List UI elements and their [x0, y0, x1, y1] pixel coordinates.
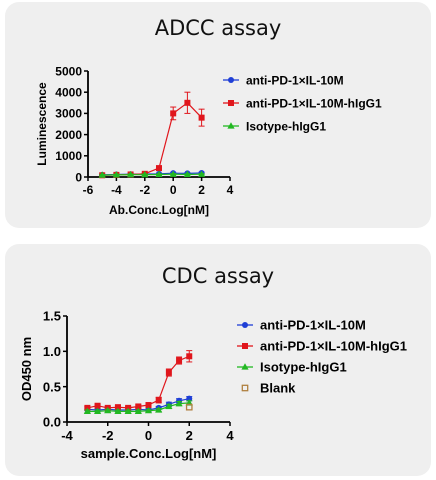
adcc-y-axis-label: Luminescence	[35, 82, 49, 166]
adcc-y-tick-label: 4000	[55, 86, 82, 100]
cdc-data-point	[155, 406, 163, 413]
adcc-legend-entry: anti-PD-1×IL-10M-hIgG1	[223, 96, 382, 110]
cdc-y-axis-label: OD450 nm	[19, 337, 34, 401]
adcc-x-tick-label: -4	[111, 183, 122, 197]
cdc-data-point	[155, 397, 162, 404]
cdc-data-point	[145, 402, 152, 409]
cdc-legend-entry: Isotype-hIgG1	[237, 360, 347, 375]
cdc-data-point	[114, 404, 121, 411]
cdc-legend-label: anti-PD-1×IL-10M	[260, 318, 366, 333]
adcc-series-1	[99, 91, 205, 179]
cdc-data-point	[175, 399, 183, 407]
adcc-y-tick-label: 1000	[55, 149, 82, 163]
cdc-legend-marker	[242, 322, 248, 328]
adcc-data-point	[112, 171, 120, 178]
cdc-series-3	[185, 403, 193, 411]
adcc-chart-card: ADCC assay -6 -4 -2 0 2 4 0 1000 2000 3000 4000 500…	[5, 2, 431, 228]
adcc-y-tick-label: 2000	[55, 128, 82, 142]
adcc-data-point	[183, 170, 191, 178]
adcc-x-tick-label: 2	[198, 183, 205, 197]
cdc-x-axis-label: sample.Conc.Log[nM]	[81, 446, 217, 461]
adcc-data-point	[127, 170, 135, 178]
cdc-data-point	[165, 402, 173, 410]
adcc-legend-marker	[228, 100, 234, 106]
cdc-x-tick-label: -4	[61, 428, 73, 443]
cdc-y-tick-label: 1.5	[43, 309, 61, 324]
cdc-data-point	[124, 407, 132, 414]
cdc-legend-entry: anti-PD-1×IL-10M	[237, 318, 366, 333]
cdc-data-point	[104, 406, 112, 414]
cdc-legend-label: Isotype-hIgG1	[260, 360, 347, 375]
adcc-data-point	[198, 170, 206, 177]
cdc-x-tick-label: 4	[226, 428, 234, 443]
adcc-legend-marker	[228, 77, 234, 83]
adcc-legend-label: Isotype-hIgG1	[246, 119, 326, 133]
adcc-legend-entry: Isotype-hIgG1	[223, 119, 326, 133]
adcc-x-tick-label: 4	[227, 183, 234, 197]
cdc-data-point	[134, 407, 142, 414]
cdc-chart-title: CDC assay	[161, 264, 275, 288]
adcc-chart-title: ADCC assay	[154, 16, 282, 40]
adcc-data-point	[184, 99, 191, 106]
adcc-data-point	[155, 170, 163, 178]
cdc-data-point	[135, 403, 142, 410]
cdc-y-tick-label: 0.0	[43, 415, 61, 430]
cdc-chart-card: CDC assay -4 -2 0 2 4 0.0 0.5 1.0 1.5 sample.Conc…	[5, 244, 431, 476]
cdc-series-line	[87, 355, 190, 409]
adcc-x-tick-label: -2	[139, 183, 150, 197]
cdc-y-tick-label: 0.5	[43, 379, 61, 394]
adcc-data-point	[170, 110, 177, 117]
cdc-legend-marker	[241, 384, 249, 392]
cdc-data-point	[186, 353, 193, 360]
adcc-data-point	[141, 170, 149, 178]
adcc-x-tick-label: 0	[170, 183, 177, 197]
cdc-data-point	[186, 395, 193, 402]
cdc-legend-entry: Blank	[241, 381, 296, 396]
adcc-y-tick-label: 0	[75, 170, 82, 184]
cdc-data-point	[165, 369, 172, 376]
adcc-y-tick-label: 3000	[55, 107, 82, 121]
adcc-chart: -6 -4 -2 0 2 4 0 1000 2000 3000 4000 5000 Ab.Conc.Lo…	[35, 64, 382, 217]
adcc-data-point	[98, 171, 106, 178]
cdc-data-point	[83, 407, 91, 414]
cdc-x-tick-label: 2	[186, 428, 193, 443]
adcc-legend-marker	[227, 122, 235, 129]
cdc-data-point	[176, 357, 183, 364]
cdc-data-point	[93, 407, 102, 414]
cdc-chart: -4 -2 0 2 4 0.0 0.5 1.0 1.5 sample.Conc.Log[nM] OD…	[19, 309, 407, 461]
cdc-legend-marker	[241, 363, 249, 370]
cdc-x-tick-label: -2	[102, 428, 114, 443]
adcc-x-tick-label: -6	[83, 183, 94, 197]
cdc-legend-entry: anti-PD-1×IL-10M-hIgG1	[237, 339, 407, 354]
cdc-legend-label: anti-PD-1×IL-10M-hIgG1	[260, 339, 407, 354]
adcc-y-tick-label: 5000	[55, 64, 82, 78]
adcc-series-line	[102, 173, 202, 176]
adcc-data-point	[198, 114, 205, 121]
cdc-x-tick-label: 0	[145, 428, 152, 443]
adcc-data-point	[156, 165, 162, 172]
cdc-legend-marker	[242, 343, 248, 349]
adcc-legend-label: anti-PD-1×IL-10M-hIgG1	[246, 96, 382, 110]
adcc-legend-label: anti-PD-1×IL-10M	[246, 73, 344, 87]
cdc-data-point	[144, 406, 153, 414]
cdc-data-point	[185, 403, 193, 411]
adcc-data-point	[169, 170, 177, 177]
adcc-series-2	[98, 170, 206, 178]
cdc-data-point	[114, 407, 122, 414]
adcc-x-axis-label: Ab.Conc.Log[nM]	[109, 203, 209, 217]
cdc-y-tick-label: 1.0	[43, 344, 61, 359]
cdc-data-point	[94, 402, 101, 409]
cdc-legend-label: Blank	[260, 381, 296, 396]
adcc-legend-entry: anti-PD-1×IL-10M	[223, 73, 344, 87]
